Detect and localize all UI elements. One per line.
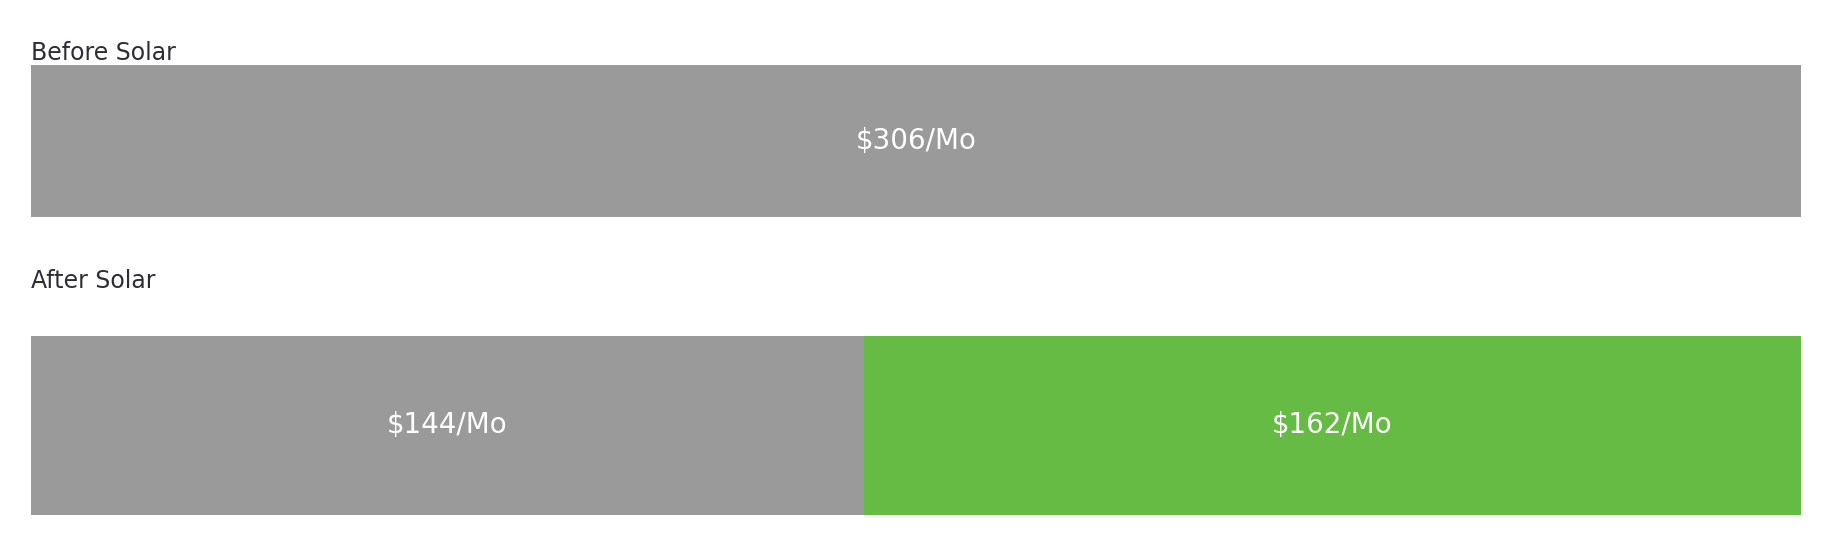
Bar [865,336,1801,515]
Bar [31,336,865,515]
Text: $306/Mo: $306/Mo [856,127,976,155]
Text: $144/Mo: $144/Mo [387,411,507,440]
Text: After Solar: After Solar [31,269,156,293]
Text: Before Solar: Before Solar [31,41,176,65]
Bar [31,65,1801,217]
Text: $162/Mo: $162/Mo [1271,411,1392,440]
